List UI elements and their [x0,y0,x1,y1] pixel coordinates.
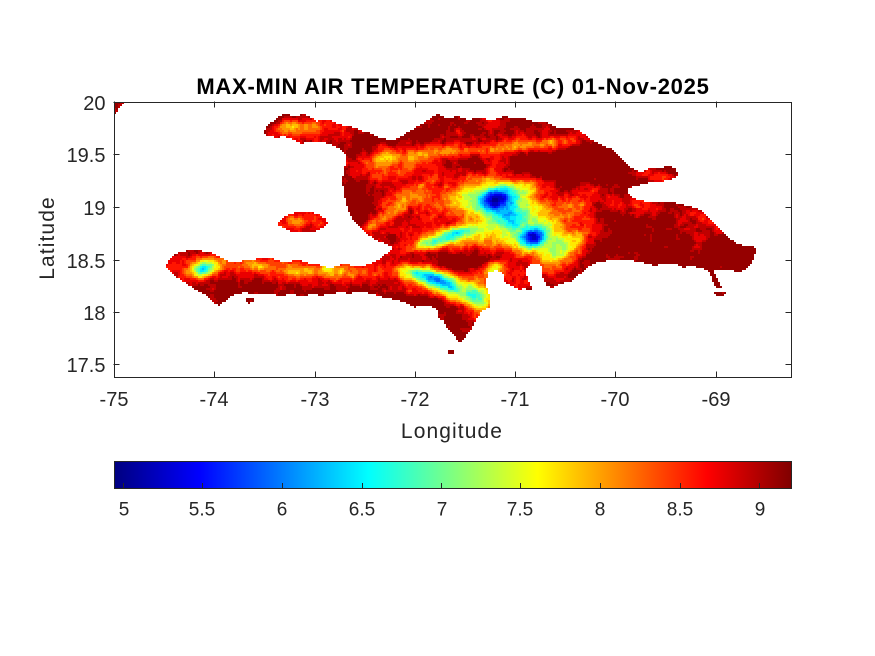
svg-text:8: 8 [595,500,606,521]
svg-text:-75: -75 [100,389,129,411]
svg-text:5: 5 [119,500,130,521]
svg-text:17.5: 17.5 [67,355,106,377]
svg-text:18: 18 [83,303,105,325]
svg-text:5.5: 5.5 [189,500,215,521]
svg-text:-74: -74 [200,389,229,411]
svg-text:-69: -69 [702,389,731,411]
svg-text:20: 20 [83,93,105,115]
svg-text:8.5: 8.5 [667,500,693,521]
svg-text:7.5: 7.5 [507,500,533,521]
svg-text:18.5: 18.5 [67,251,106,273]
svg-text:-70: -70 [601,389,630,411]
svg-text:-72: -72 [401,389,430,411]
svg-text:-73: -73 [301,389,330,411]
svg-text:19: 19 [83,198,105,220]
svg-text:9: 9 [755,500,766,521]
svg-text:MAX-MIN AIR TEMPERATURE (C) 01: MAX-MIN AIR TEMPERATURE (C) 01-Nov-2025 [196,74,709,99]
svg-text:6.5: 6.5 [349,500,375,521]
svg-text:6: 6 [277,500,288,521]
svg-text:7: 7 [437,500,448,521]
svg-text:-71: -71 [501,389,530,411]
svg-text:19.5: 19.5 [67,145,106,167]
svg-text:Longitude: Longitude [401,420,503,443]
svg-text:Latitude: Latitude [36,196,59,280]
